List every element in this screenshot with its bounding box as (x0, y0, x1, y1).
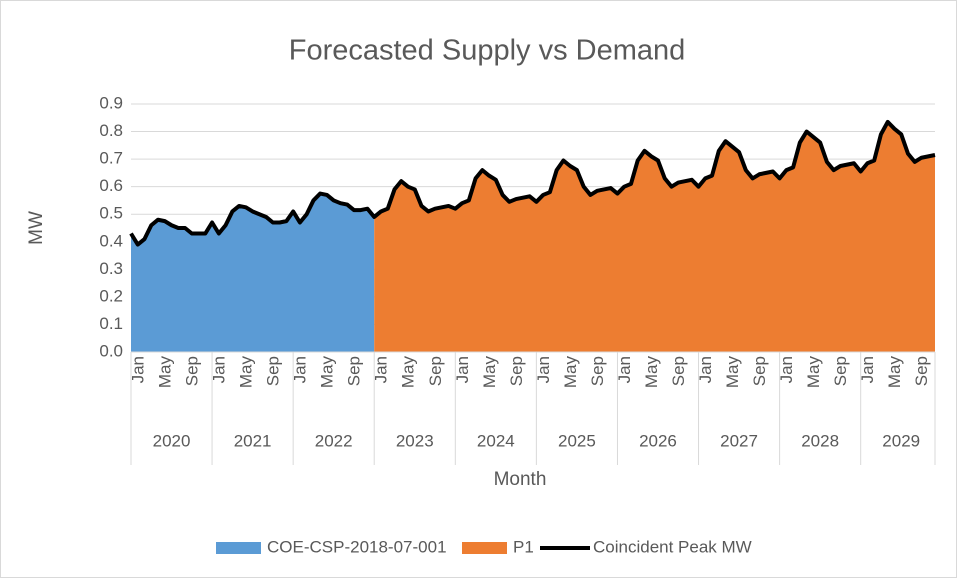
y-tick-label: 0.8 (99, 121, 123, 140)
x-tick-label: Sep (264, 356, 283, 386)
y-tick-label: 0.0 (99, 341, 123, 360)
x-axis-label: Month (494, 469, 547, 490)
x-group-label: 2029 (882, 431, 920, 450)
y-tick-label: 0.4 (99, 231, 123, 250)
x-group-label: 2021 (234, 431, 272, 450)
y-tick-label: 0.2 (99, 286, 123, 305)
x-tick-label: Jan (372, 356, 391, 383)
area (374, 121, 936, 352)
y-tick-label: 0.5 (99, 204, 123, 223)
x-group-label: 2023 (396, 431, 434, 450)
legend-label: Coincident Peak MW (593, 537, 752, 556)
x-tick-label: May (318, 356, 337, 389)
legend-swatch (462, 542, 507, 554)
y-tick-label: 0.7 (99, 149, 123, 168)
y-axis-label: MW (26, 211, 47, 245)
y-tick-label: 0.9 (99, 93, 123, 112)
x-tick-label: Sep (345, 356, 364, 386)
x-tick-label: May (642, 356, 661, 389)
x-tick-label: Sep (183, 356, 202, 386)
x-tick-label: Jan (128, 356, 147, 383)
x-tick-label: May (237, 356, 256, 389)
x-tick-label: Sep (912, 356, 931, 386)
x-tick-label: Jan (210, 356, 229, 383)
x-group-label: 2024 (477, 431, 515, 450)
x-tick-label: Jan (858, 356, 877, 383)
x-group-label: 2020 (153, 431, 191, 450)
y-tick-label: 0.6 (99, 176, 123, 195)
x-tick-label: Jan (696, 356, 715, 383)
x-tick-label: May (399, 356, 418, 389)
x-tick-label: Sep (831, 356, 850, 386)
chart-title: Forecasted Supply vs Demand (289, 35, 686, 67)
x-group-label: 2026 (639, 431, 677, 450)
area (131, 193, 375, 352)
x-group-label: 2022 (315, 431, 353, 450)
x-group-label: 2025 (558, 431, 596, 450)
legend-label: P1 (513, 537, 534, 556)
y-tick-label: 0.1 (99, 314, 123, 333)
x-tick-label: Sep (507, 356, 526, 386)
x-tick-label: Jan (291, 356, 310, 383)
legend-swatch (216, 542, 261, 554)
x-tick-label: May (723, 356, 742, 389)
x-tick-label: May (480, 356, 499, 389)
x-tick-label: Jan (777, 356, 796, 383)
x-tick-label: Sep (750, 356, 769, 386)
x-tick-label: May (156, 356, 175, 389)
x-tick-label: Sep (669, 356, 688, 386)
x-tick-label: Jan (615, 356, 634, 383)
x-tick-label: May (804, 356, 823, 389)
legend-label: COE-CSP-2018-07-001 (267, 537, 447, 556)
x-tick-label: Jan (453, 356, 472, 383)
y-tick-label: 0.3 (99, 259, 123, 278)
line (129, 119, 936, 247)
x-tick-label: Sep (426, 356, 445, 386)
x-group-label: 2028 (801, 431, 839, 450)
x-group-label: 2027 (720, 431, 758, 450)
x-tick-label: Sep (588, 356, 607, 386)
x-tick-label: May (885, 356, 904, 389)
x-tick-label: Jan (534, 356, 553, 383)
x-tick-label: May (561, 356, 580, 389)
